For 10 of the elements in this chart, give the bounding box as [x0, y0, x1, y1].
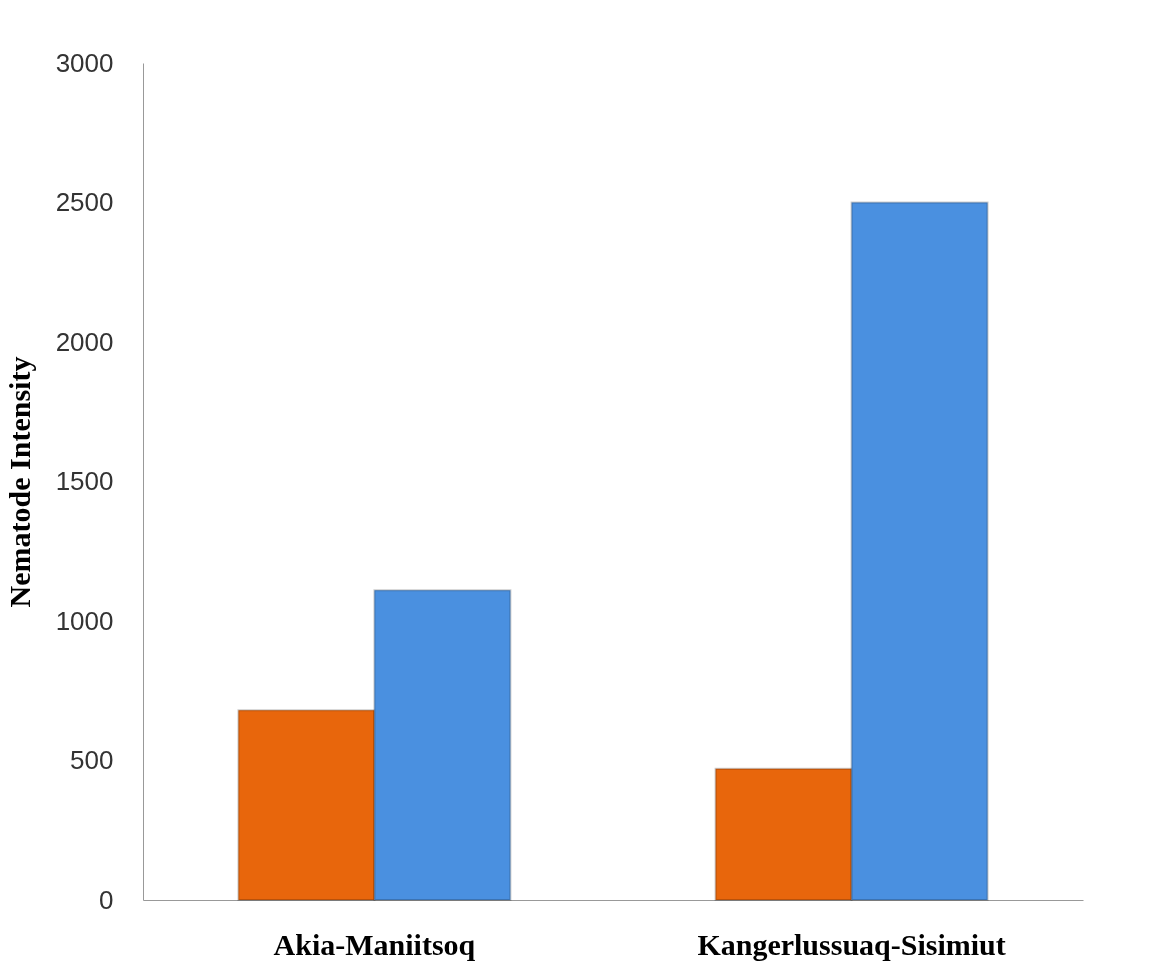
y-tick-label: 3000	[55, 47, 114, 78]
y-tick-label: 1500	[55, 466, 114, 496]
y-tick-label: 0	[99, 884, 114, 915]
y-tick-label: 2000	[55, 326, 114, 357]
x-tick-label: Kangerlussuaq-Sisimiut	[697, 927, 1006, 961]
y-tick-label: 500	[70, 745, 114, 775]
y-tick-label: 2500	[55, 187, 114, 217]
y-axis-title: Nematode Intensity	[2, 356, 36, 608]
x-tick-label: Akia-Maniitsoq	[273, 927, 476, 961]
y-tick-label: 1000	[55, 605, 114, 636]
